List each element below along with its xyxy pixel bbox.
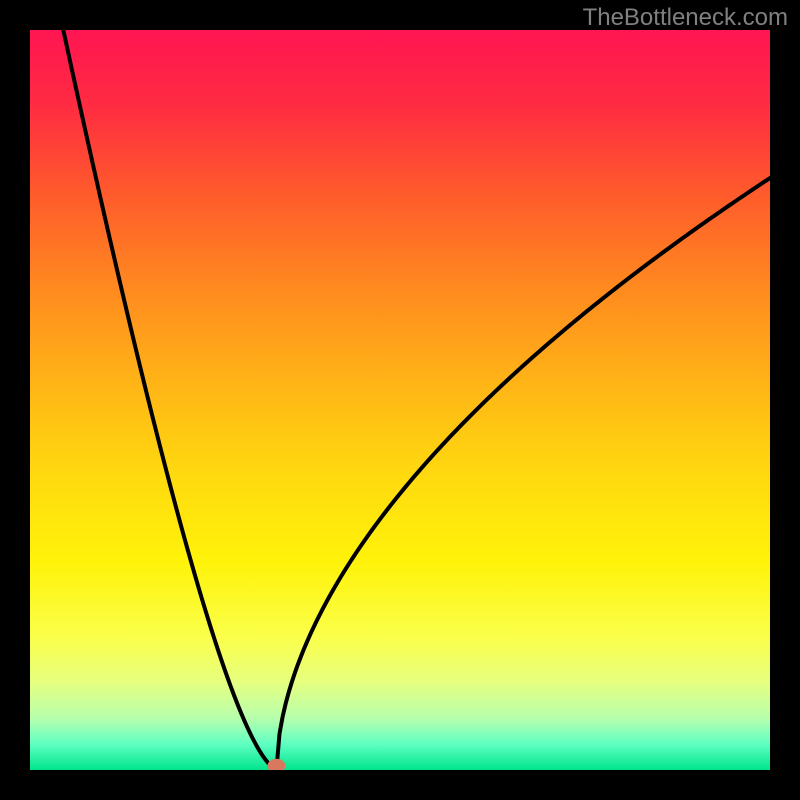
gradient-background [30,30,770,770]
plot-area [30,30,770,770]
watermark-text: TheBottleneck.com [583,4,788,32]
chart-svg [30,30,770,770]
